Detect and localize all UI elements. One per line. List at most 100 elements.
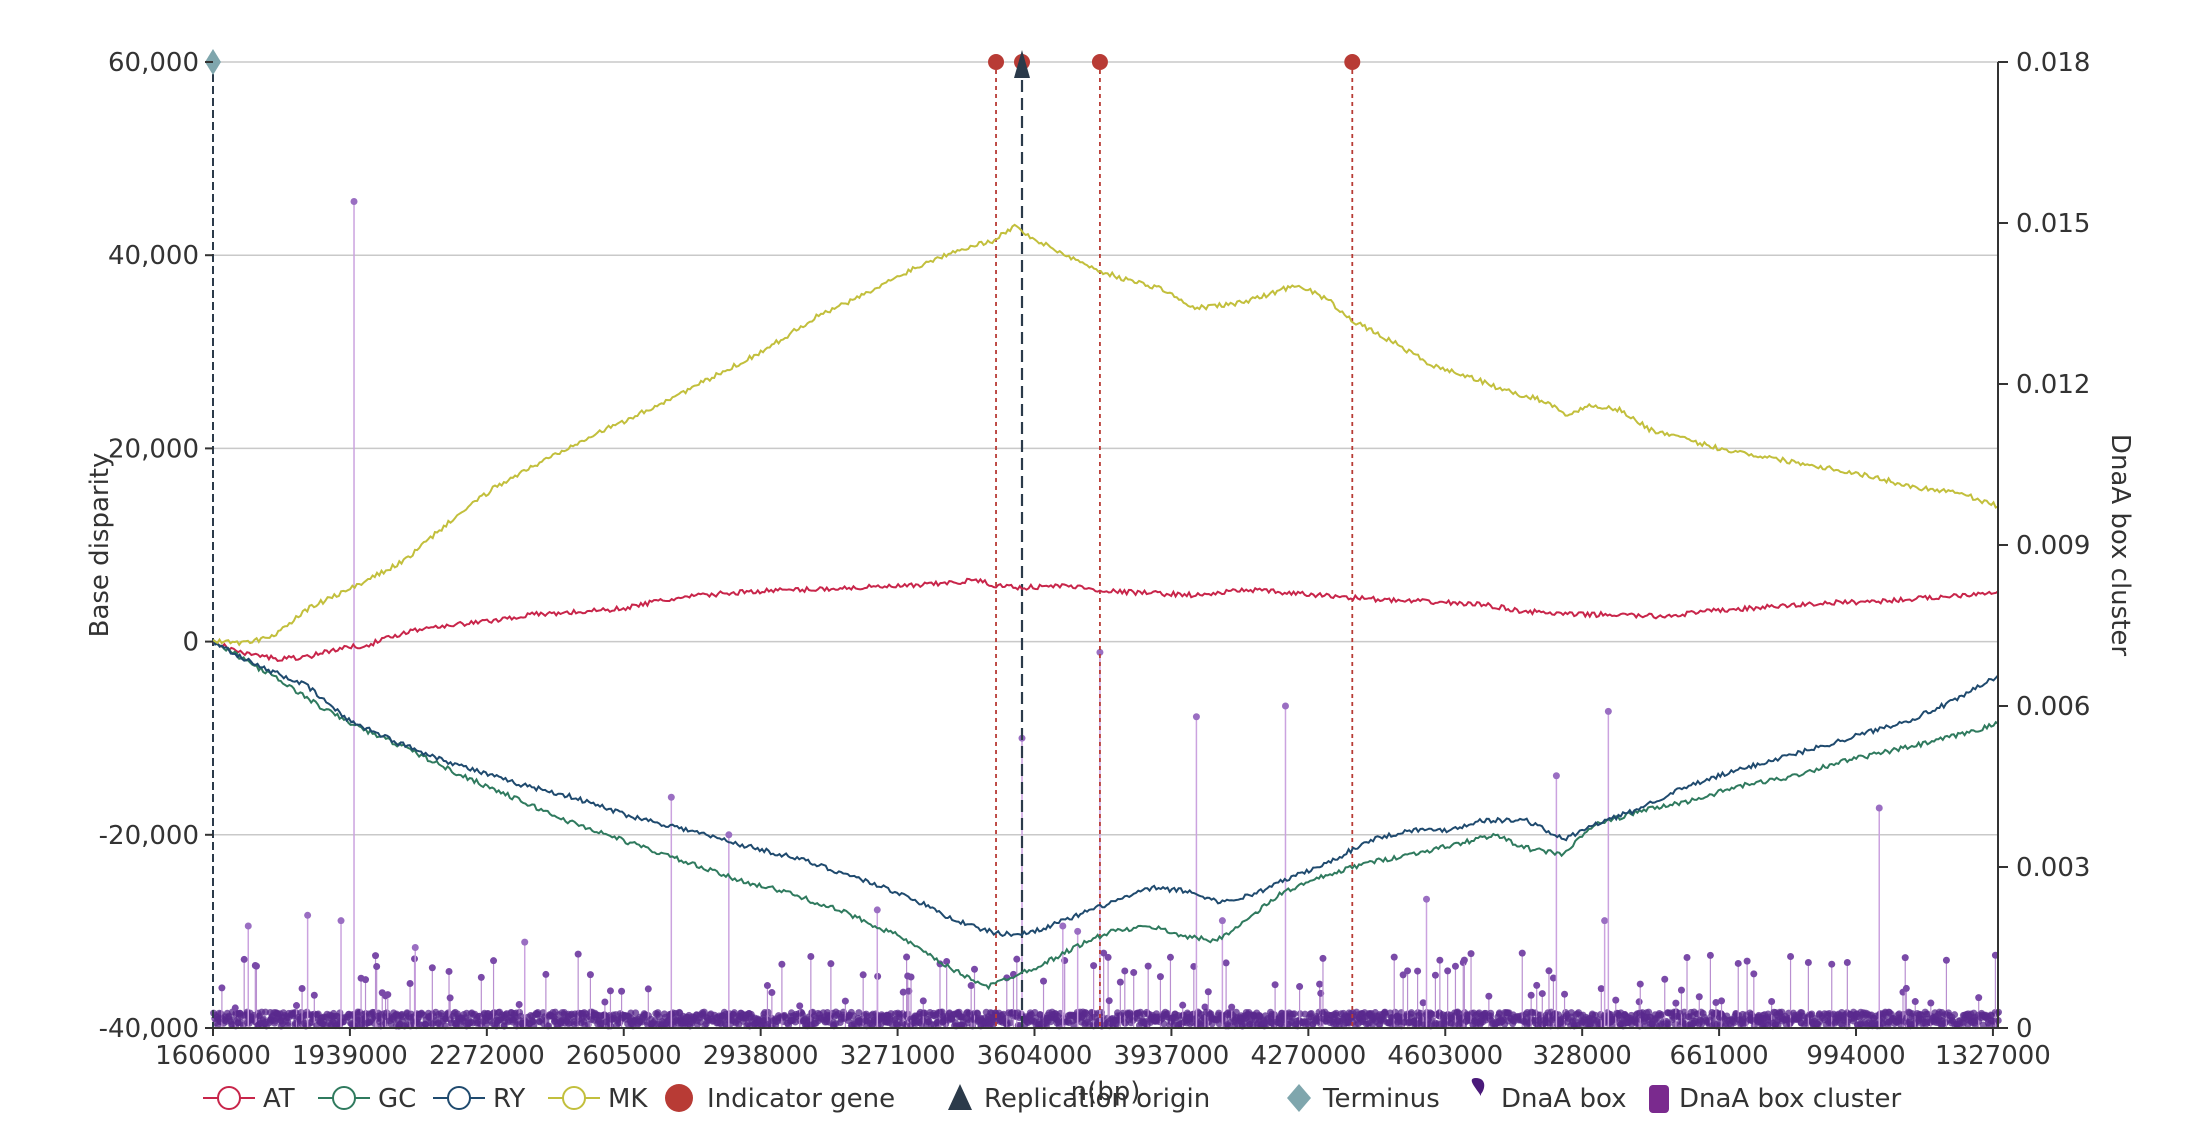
- dnaa-box-point: [967, 982, 975, 990]
- dnaa-box-point: [490, 957, 498, 965]
- grid-lines: [213, 61, 1998, 1029]
- dnaa-box-point: [1635, 998, 1643, 1006]
- dnaa-box-point: [1951, 1011, 1959, 1019]
- dnaa-box-point: [1911, 998, 1919, 1006]
- dnaa-box-point: [1100, 949, 1108, 957]
- dnaa-box-point: [1695, 993, 1703, 1001]
- legend-item-ry[interactable]: RY: [433, 1084, 525, 1114]
- dnaa-box-point: [778, 960, 786, 968]
- dnaa-box-point: [764, 1008, 772, 1016]
- dnaa-box-point: [515, 1001, 523, 1009]
- dnaa-box-point: [618, 987, 626, 995]
- legend-item-indicator-gene[interactable]: Indicator gene: [665, 1084, 895, 1114]
- dnaa-box-point: [1451, 962, 1459, 970]
- dnaa-box-point: [859, 971, 867, 979]
- dnaa-box-cluster-point: [1552, 772, 1560, 780]
- dnaa-box-markers: [210, 198, 2003, 1030]
- y2-axis-title: DnaA box cluster: [2105, 434, 2135, 656]
- dnaa-box-point: [1672, 999, 1680, 1007]
- dnaa-box-point: [1467, 950, 1475, 958]
- y2-tick-label: 0.012: [2016, 370, 2090, 400]
- dnaa-box-point: [1750, 970, 1758, 978]
- dnaa-box-point: [1431, 971, 1439, 979]
- dnaa-box-point: [1290, 1010, 1298, 1018]
- dnaa-box-point: [1518, 949, 1526, 957]
- dnaa-box-cluster-point: [304, 911, 312, 919]
- x-axis-title: n(bp): [1071, 1077, 1141, 1107]
- legend-item-gc[interactable]: GC: [318, 1084, 416, 1114]
- dnaa-box-point: [606, 987, 614, 995]
- dnaa-box-point: [730, 1011, 738, 1019]
- y2-tick-label: 0.009: [2016, 531, 2090, 561]
- dnaa-box-point: [406, 979, 414, 987]
- dnaa-box-point: [768, 989, 776, 997]
- dnaa-box-point: [1296, 983, 1304, 991]
- x-tick-label: 3937000: [1114, 1041, 1230, 1071]
- dnaa-box-point: [1718, 997, 1726, 1005]
- dnaa-box-cluster-point: [1096, 648, 1104, 656]
- dnaa-box-point: [1608, 1021, 1616, 1029]
- legend-item-at[interactable]: AT: [203, 1084, 295, 1114]
- legend-label: MK: [608, 1084, 648, 1114]
- dnaa-box-point: [231, 1004, 239, 1012]
- dnaa-box-point: [601, 998, 609, 1006]
- legend-item-dnaa-box-cluster[interactable]: DnaA box cluster: [1649, 1084, 1901, 1114]
- dnaa-box-point: [1090, 962, 1098, 970]
- dnaa-box-point: [1316, 980, 1324, 988]
- x-tick-label: 3271000: [840, 1041, 956, 1071]
- dnaa-box-point: [632, 1009, 640, 1017]
- dnaa-box-cluster-point: [1423, 895, 1431, 903]
- series-lines: [212, 223, 1999, 991]
- replication-origin-marker: [1014, 50, 1031, 78]
- legend-item-terminus[interactable]: Terminus: [1287, 1084, 1440, 1114]
- y2-tick-label: 0.006: [2016, 692, 2090, 722]
- dnaa-box-cluster-point: [1601, 917, 1609, 925]
- dnaa-box-cluster-point: [521, 938, 529, 946]
- line-circle-icon: [332, 1086, 356, 1110]
- dnaa-box-point: [1419, 999, 1427, 1007]
- gene-markers: [205, 49, 1361, 1028]
- dnaa-box-point: [1130, 969, 1138, 977]
- dnaa-box-point: [1658, 1011, 1666, 1019]
- x-tick-label: 4603000: [1387, 1041, 1503, 1071]
- dnaa-box-point: [1204, 988, 1212, 996]
- dnaa-box-point: [1734, 959, 1742, 967]
- dnaa-box-point: [1706, 951, 1714, 959]
- x-tick-label: 1327000: [1935, 1041, 2051, 1071]
- dnaa-box-cluster-point: [337, 917, 345, 925]
- legend[interactable]: AT GC RY MK Indicator gene Replication origin…: [203, 1078, 1901, 1114]
- dnaa-box-point: [1390, 953, 1398, 961]
- dnaa-box-cluster-point: [244, 922, 252, 930]
- legend-item-mk[interactable]: MK: [548, 1084, 648, 1114]
- dnaa-box-point: [1160, 1020, 1168, 1028]
- dnaa-box-cluster-point: [1059, 922, 1067, 930]
- dnaa-box-point: [644, 985, 652, 993]
- series-line-gc: [212, 639, 1999, 991]
- dnaa-box-cluster-point: [1192, 713, 1200, 721]
- dnaa-box-point: [1121, 967, 1129, 975]
- y-axis-title: Base disparity: [85, 453, 115, 638]
- dnaa-box-point: [1013, 955, 1021, 963]
- indicator-gene-marker: [1091, 54, 1108, 70]
- x-tick-label: 4270000: [1250, 1041, 1366, 1071]
- dnaa-box-cluster-point: [873, 906, 881, 914]
- dnaa-box-point: [1698, 1020, 1706, 1028]
- dnaa-box-point: [827, 960, 835, 968]
- dnaa-box-point: [796, 1002, 804, 1010]
- dnaa-box-point: [574, 950, 582, 958]
- diamond-icon: [1287, 1084, 1311, 1112]
- dnaa-box-cluster-point: [1875, 804, 1883, 812]
- dnaa-box-point: [1533, 981, 1541, 989]
- legend-item-dnaa-box[interactable]: DnaA box: [1471, 1078, 1627, 1114]
- dnaa-box-point: [445, 967, 453, 975]
- dnaa-box-cluster-point: [411, 944, 419, 951]
- dnaa-box-cluster-point: [1604, 707, 1612, 715]
- legend-item-replication-origin[interactable]: Replication origin: [948, 1084, 1210, 1114]
- axes: 60,000 40,000 20,000 0 -20,000 -40,000 0.018 0.…: [85, 48, 2135, 1107]
- dnaa-box-point: [907, 973, 915, 981]
- x-tick-label: 1939000: [292, 1041, 408, 1071]
- dnaa-box-point: [1683, 954, 1691, 962]
- y2-tick-label: 0: [2016, 1014, 2033, 1044]
- dnaa-box-point: [586, 971, 594, 979]
- dnaa-box-point: [1070, 1021, 1078, 1029]
